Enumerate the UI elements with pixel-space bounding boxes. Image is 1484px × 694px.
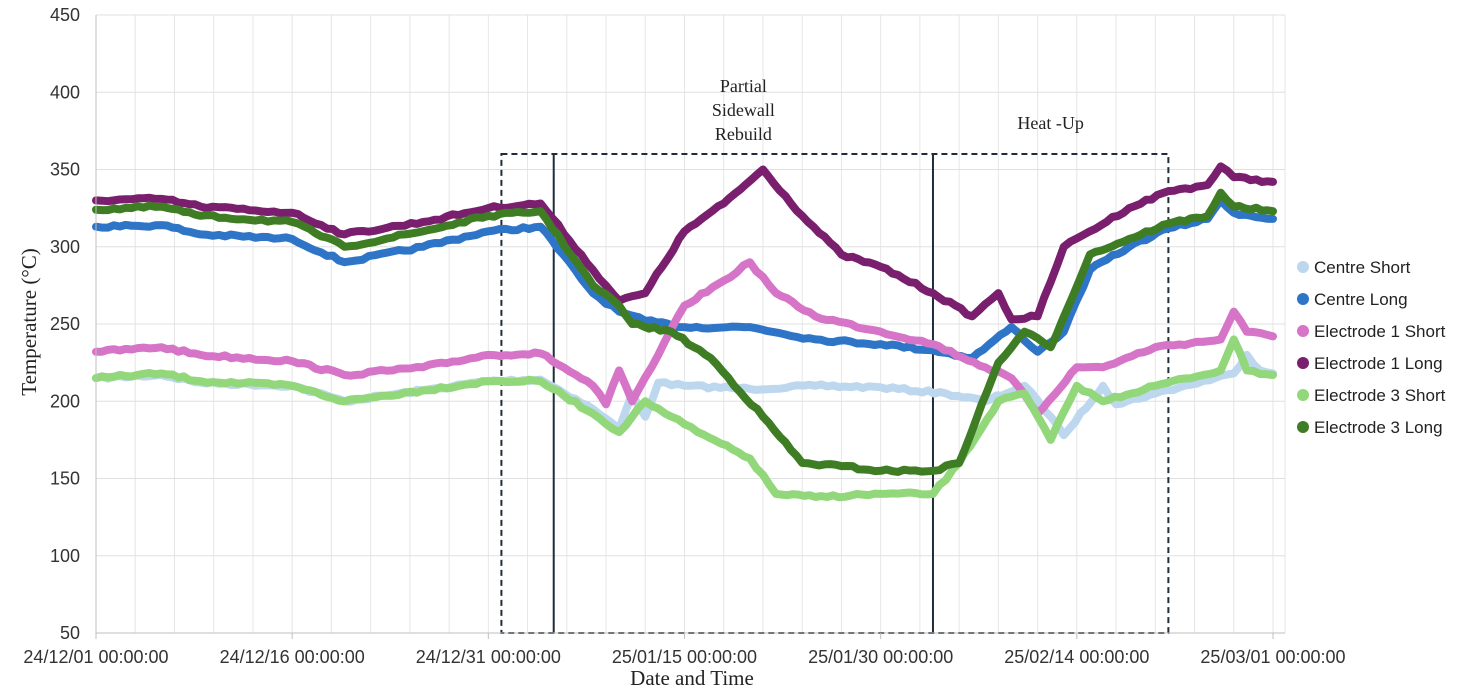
annotations: Partial Sidewall Rebuild Heat -Up	[712, 76, 1084, 144]
y-tick-labels: 50 100 150 200 250 300 350 400 450	[50, 5, 80, 643]
series-line-electrode-1-short	[92, 258, 1277, 418]
axes	[95, 15, 1285, 634]
y-tick-label: 400	[50, 82, 80, 102]
legend: Centre Short Centre Long Electrode 1 Short…	[1297, 258, 1446, 437]
y-tick-label: 250	[50, 314, 80, 334]
legend-marker-centre-short	[1297, 261, 1309, 273]
x-tick-label: 25/01/30 00:00:00	[808, 647, 953, 667]
series-line-electrode-3-short	[92, 335, 1277, 502]
annotation-partial-sidewall-rebuild: Partial Sidewall Rebuild	[712, 76, 775, 144]
legend-marker-electrode-1-long	[1297, 357, 1309, 369]
legend-label-electrode-3-long: Electrode 3 Long	[1314, 418, 1443, 437]
x-tick-label: 24/12/01 00:00:00	[23, 647, 168, 667]
x-tick-labels: 24/12/01 00:00:00 24/12/16 00:00:00 24/12/…	[23, 633, 1346, 667]
annotation-dashed-box	[500, 153, 1170, 635]
legend-marker-electrode-3-short	[1297, 389, 1309, 401]
y-tick-label: 200	[50, 391, 80, 411]
grid	[95, 14, 1286, 634]
legend-label-centre-short: Centre Short	[1314, 258, 1411, 277]
y-tick-label: 100	[50, 546, 80, 566]
y-tick-label: 50	[60, 623, 80, 643]
legend-label-centre-long: Centre Long	[1314, 290, 1408, 309]
annotation-heat-up: Heat -Up	[1017, 113, 1083, 133]
legend-label-electrode-1-short: Electrode 1 Short	[1314, 322, 1446, 341]
legend-label-electrode-3-short: Electrode 3 Short	[1314, 386, 1446, 405]
legend-marker-electrode-3-long	[1297, 421, 1309, 433]
series-line-electrode-3-long	[92, 188, 1277, 476]
y-tick-label: 150	[50, 469, 80, 489]
series-lines	[92, 162, 1277, 502]
y-tick-label: 450	[50, 5, 80, 25]
x-tick-label: 25/01/15 00:00:00	[612, 647, 757, 667]
y-tick-label: 350	[50, 160, 80, 180]
y-axis-title: Temperature (°C)	[17, 248, 41, 395]
legend-marker-electrode-1-short	[1297, 325, 1309, 337]
series-line-centre-long	[92, 196, 1277, 362]
series-line-electrode-1-long	[92, 162, 1277, 324]
x-tick-label: 25/02/14 00:00:00	[1004, 647, 1149, 667]
x-axis-title: Date and Time	[630, 666, 754, 690]
legend-label-electrode-1-long: Electrode 1 Long	[1314, 354, 1443, 373]
x-tick-label: 25/03/01 00:00:00	[1200, 647, 1345, 667]
legend-marker-centre-long	[1297, 293, 1309, 305]
x-tick-label: 24/12/31 00:00:00	[416, 647, 561, 667]
y-tick-label: 300	[50, 237, 80, 257]
x-tick-label: 24/12/16 00:00:00	[220, 647, 365, 667]
